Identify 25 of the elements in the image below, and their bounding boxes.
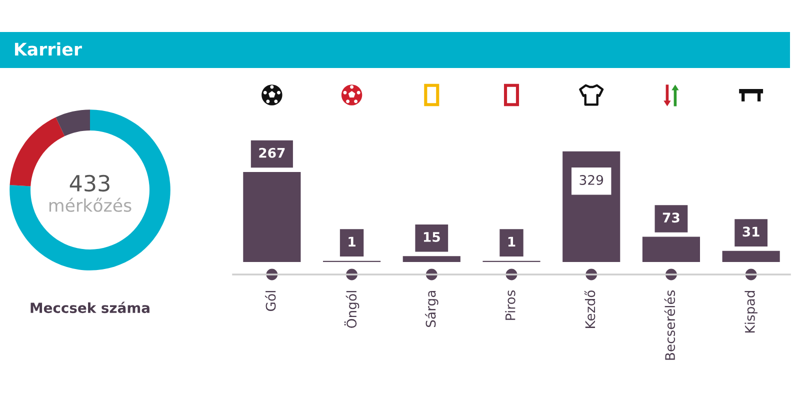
data-label: 1 (508, 236, 516, 246)
data-label: 31 (742, 226, 760, 237)
x-tick-label: Kezdő (584, 290, 596, 328)
x-tick-label: Gól (265, 291, 276, 311)
data-label: 15 (424, 232, 440, 242)
data-label: 73 (662, 212, 680, 223)
x-tick-label: Piros (505, 290, 516, 320)
bar (243, 172, 301, 262)
data-label: 1 (348, 236, 356, 246)
x-tick-label: Öngól (344, 291, 360, 328)
text: Meccsek száma (30, 302, 150, 314)
donut-slice (10, 110, 170, 270)
bar (642, 236, 700, 262)
donut-slice (10, 117, 65, 186)
x-tick-label: Sárga (424, 290, 438, 328)
x-tick-label: Becserélés (664, 290, 676, 360)
bar (722, 250, 780, 262)
data-label: 267 (259, 148, 285, 158)
bar (402, 256, 460, 262)
text: 433 (70, 174, 110, 192)
data-label: 329 (580, 175, 604, 185)
text: Karrier (15, 42, 82, 56)
x-tick-label: Kispad (744, 290, 758, 333)
donut-slice (56, 110, 90, 136)
text: mérkőzés (49, 198, 132, 212)
